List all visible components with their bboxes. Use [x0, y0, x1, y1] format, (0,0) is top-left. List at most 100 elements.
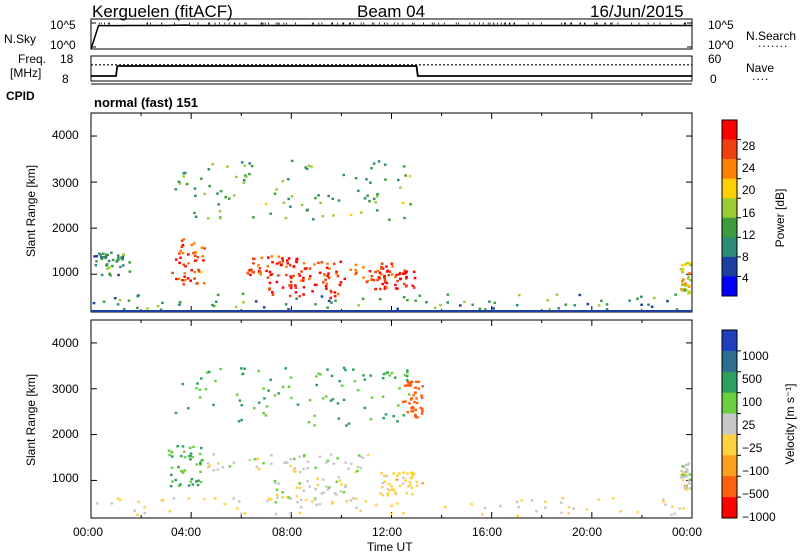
power-panel-cell	[329, 291, 333, 294]
power-panel-cell	[446, 301, 449, 304]
velocity-panel-cell	[411, 473, 414, 476]
power-panel-cell	[203, 247, 206, 250]
velocity-ytick-2000: 2000	[52, 427, 79, 441]
velocity-panel-cell	[183, 469, 187, 472]
velocity-panel-cell	[363, 406, 367, 410]
power-panel-cell	[179, 249, 182, 253]
velocity-panel-cell	[200, 446, 203, 450]
power-panel-cell	[390, 273, 394, 276]
velocity-panel-cell	[197, 479, 200, 482]
power-panel-cell	[270, 255, 274, 258]
velocity-panel-cell	[406, 371, 409, 374]
power-panel-cell	[216, 192, 219, 195]
velocity-panel-cell	[382, 372, 386, 376]
velocity-panel-cell	[560, 501, 563, 504]
power-panel-cell	[394, 283, 397, 287]
power-panel-cell	[287, 178, 290, 181]
velocity-panel-cell	[255, 465, 259, 469]
velocity-panel-cell	[322, 491, 326, 494]
power-panel-cell	[290, 159, 294, 163]
power-panel-cell	[193, 254, 197, 257]
power-panel-cell	[181, 251, 185, 255]
velocity-panel-cell	[253, 458, 257, 461]
velocity-panel-cell	[318, 503, 322, 506]
velocity-colorbar-swatch	[722, 330, 737, 352]
velocity-panel-cell	[143, 511, 147, 515]
power-panel-cell	[357, 304, 360, 307]
power-panel-cell	[117, 256, 120, 260]
velocity-ytick-4000: 4000	[52, 336, 79, 350]
power-panel-cell	[200, 246, 204, 249]
power-panel-cell	[249, 273, 252, 277]
power-panel-cell	[573, 304, 577, 307]
velocity-panel-cell	[237, 420, 241, 423]
power-panel-cell	[287, 308, 290, 311]
velocity-panel-cell	[681, 471, 684, 474]
velocity-panel-cell	[347, 422, 351, 425]
power-panel-cell	[185, 182, 189, 186]
velocity-panel-cell	[298, 511, 302, 515]
power-panel-cell	[459, 304, 462, 307]
power-panel-cell	[401, 201, 405, 205]
velocity-panel-cell	[333, 492, 337, 495]
power-panel-cell	[200, 271, 203, 274]
velocity-panel-cell	[405, 379, 409, 382]
velocity-panel-cell	[137, 500, 140, 504]
power-colorbar-frame	[721, 119, 738, 297]
power-panel-cell	[116, 258, 119, 262]
velocity-panel-cell	[684, 473, 688, 476]
power-panel-cell	[269, 273, 273, 276]
power-panel-cell	[372, 162, 376, 165]
freq-tick-top: 18	[60, 52, 74, 66]
power-panel-cell	[295, 260, 299, 264]
power-panel-cell	[355, 271, 358, 274]
power-panel-cell	[111, 258, 115, 262]
power-panel-cell	[300, 203, 304, 207]
velocity-panel-cell	[396, 474, 399, 477]
velocity-panel-cell	[390, 504, 393, 507]
velocity-panel-cell	[340, 483, 343, 486]
velocity-bar-label: Velocity [m s⁻¹]	[783, 383, 797, 465]
nave-tick-top: 60	[708, 52, 722, 66]
velocity-panel-cell	[402, 476, 405, 480]
power-panel-cell	[383, 280, 387, 283]
velocity-panel-cell	[314, 466, 317, 469]
power-panel-cell	[99, 253, 102, 256]
power-panel-cell	[681, 264, 684, 267]
power-colorbar-swatch	[722, 198, 737, 219]
power-panel-cell	[412, 270, 416, 273]
power-panel-cell	[288, 284, 291, 287]
power-panel-cell	[184, 265, 187, 268]
power-panel-cell	[182, 283, 185, 286]
velocity-panel-cell	[381, 377, 385, 380]
power-tick-8: 8	[742, 250, 749, 264]
power-ytick-3000: 3000	[52, 176, 79, 190]
power-panel-cell	[182, 238, 186, 241]
velocity-panel-cell	[248, 458, 252, 462]
velocity-panel-cell	[302, 468, 305, 471]
power-panel-cell	[325, 282, 329, 285]
power-panel-cell	[117, 273, 120, 277]
power-panel-cell	[336, 275, 340, 278]
power-panel-cell	[177, 277, 181, 281]
velocity-panel-cell	[277, 482, 280, 485]
power-panel-cell	[305, 267, 308, 270]
power-panel-cell	[243, 164, 247, 167]
velocity-panel-cell	[204, 388, 208, 391]
power-panel-cell	[318, 271, 322, 274]
velocity-panel-cell	[397, 404, 400, 407]
velocity-panel-cell	[416, 416, 419, 419]
velocity-panel-cell	[354, 497, 358, 500]
velocity-colorbar-swatch	[722, 476, 737, 498]
velocity-panel-cell	[317, 372, 321, 375]
power-panel-cell	[100, 257, 104, 261]
power-panel-cell	[299, 279, 303, 282]
power-panel-cell	[260, 256, 264, 260]
power-panel-cell	[354, 263, 358, 267]
xtick-2400: 00:00	[672, 525, 703, 539]
power-panel-cell	[195, 282, 198, 285]
velocity-panel-cell	[287, 496, 291, 499]
power-panel-cell	[289, 280, 293, 284]
velocity-panel-cell	[292, 457, 296, 461]
